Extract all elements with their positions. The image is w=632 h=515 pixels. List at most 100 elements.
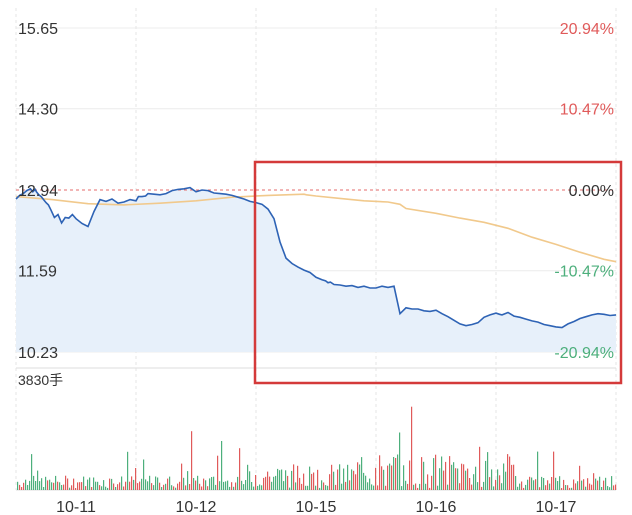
volume-bar [483,481,485,490]
volume-bar [137,483,139,490]
volume-bar [523,487,525,490]
volume-bar [45,476,47,490]
volume-bar [235,482,237,490]
volume-bar [281,469,283,490]
volume-bar [557,481,559,490]
volume-bar [457,468,459,490]
volume-bar [59,482,61,490]
volume-bar [379,455,381,490]
volume-bar [185,485,187,490]
volume-bar [543,478,545,490]
volume-bar [195,480,197,490]
volume-bar [517,486,519,490]
volume-bar [231,482,233,490]
volume-bar [159,482,161,490]
volume-bar [409,460,411,490]
volume-bar [305,485,307,490]
volume-bar [119,482,121,490]
y-tick-label: 11.59 [18,264,57,281]
volume-bar [503,463,505,490]
volume-bar [359,464,361,490]
volume-bar [393,457,395,490]
volume-bar [163,484,165,490]
volume-bar [587,478,589,490]
volume-bar [335,484,337,490]
volume-bar [197,475,199,490]
y-percent-label: 20.94% [560,21,614,38]
volume-bar [383,469,385,490]
volume-bar [309,466,311,490]
volume-bar [199,483,201,490]
volume-bar [373,485,375,490]
volume-bar [29,480,31,490]
volume-bar [229,486,231,490]
volume-bar [611,476,613,490]
volume-bar [579,465,581,490]
volume-bar [61,485,63,490]
volume-bar [217,455,219,490]
volume-bar [595,478,597,490]
volume-bar [247,464,249,490]
volume-bar [171,485,173,490]
volume-bar [85,486,87,490]
volume-bar [555,477,557,490]
highlight-box [253,160,623,385]
volume-bar [125,481,127,490]
volume-bar [397,454,399,490]
volume-bar [603,480,605,490]
volume-bar [415,483,417,490]
volume-bar [521,481,523,490]
volume-bar [139,481,141,490]
volume-bar [313,472,315,490]
volume-bar [405,480,407,490]
volume-bar [99,485,101,490]
volume-bar [19,484,21,490]
volume-bar [453,462,455,490]
volume-bar [327,485,329,490]
volume-bar [485,460,487,490]
volume-bar [377,485,379,490]
volume-bar [331,464,333,490]
volume-bar [445,461,447,490]
volume-bar [395,458,397,490]
volume-bar [31,454,33,490]
volume-bar [113,483,115,490]
volume-bar [51,482,53,490]
volume-bar [205,480,207,490]
volume-bar [361,457,363,490]
volume-bar [541,476,543,490]
volume-bar [299,477,301,490]
volume-bar [511,464,513,490]
volume-bar [539,487,541,490]
volume-bar [211,477,213,490]
volume-bar [469,478,471,490]
volume-bar [337,469,339,490]
volume-bar [261,485,263,490]
volume-bar [479,446,481,490]
volume-bar [25,479,27,490]
volume-bar [459,483,461,490]
volume-bar [251,482,253,490]
volume-bar [243,484,245,490]
volume-bar [91,487,93,490]
volume-bar [289,487,291,490]
volume-bar [277,468,279,490]
volume-bar [111,478,113,490]
volume-bar [347,464,349,490]
volume-bar [471,484,473,490]
volume-bar [599,476,601,490]
volume-bar [175,487,177,490]
volume-bar [255,475,257,490]
volume-bar [443,470,445,490]
volume-bar [513,464,515,490]
volume-bar [69,487,71,490]
price-area-fill [16,187,616,352]
x-tick-label: 10-15 [296,499,337,515]
volume-bar [135,468,137,490]
volume-bar [35,481,37,490]
volume-bar [33,475,35,490]
volume-bar [49,479,51,490]
volume-bar [525,484,527,490]
volume-bar [79,482,81,490]
